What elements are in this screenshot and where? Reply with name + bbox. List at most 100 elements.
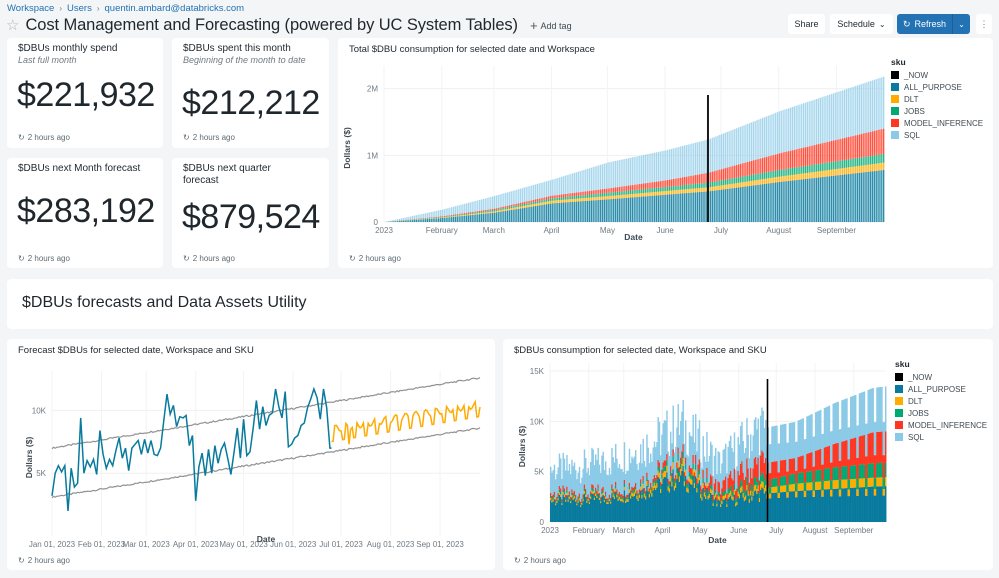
bar-sql xyxy=(827,95,829,142)
legend-item-now[interactable]: _NOW xyxy=(895,371,987,383)
bar-jobs xyxy=(725,489,727,494)
bar-dlt xyxy=(683,481,686,487)
breadcrumb-users[interactable]: Users xyxy=(67,3,92,14)
bar-dlt xyxy=(667,486,669,491)
bar-jobs xyxy=(718,493,721,497)
legend-item-model-inference[interactable]: MODEL_INFERENCE xyxy=(895,419,987,431)
legend-item-sql[interactable]: SQL xyxy=(891,129,983,141)
bar-sql xyxy=(592,449,594,486)
bar-model-inference xyxy=(866,456,868,479)
last-updated: ↻ 2 hours ago xyxy=(349,254,401,263)
bar-sql xyxy=(760,415,762,456)
legend-item-dlt[interactable]: DLT xyxy=(895,395,987,407)
bar-all-purpose xyxy=(757,490,759,522)
bar-jobs xyxy=(570,499,572,502)
bar-dlt xyxy=(633,492,636,496)
bar-dlt xyxy=(765,485,767,492)
counter-subtitle: Last full month xyxy=(18,55,77,65)
bar-all-purpose xyxy=(393,221,395,222)
bar-jobs xyxy=(640,189,643,194)
add-tag-button[interactable]: + Add tag xyxy=(530,18,572,33)
bar-sql xyxy=(588,475,591,498)
legend-item-all-purpose[interactable]: ALL_PURPOSE xyxy=(895,383,987,395)
bar-sql xyxy=(840,429,842,461)
bar-jobs xyxy=(788,474,791,485)
bar-sql xyxy=(806,102,809,147)
bar-jobs xyxy=(661,187,663,192)
legend-item-all-purpose[interactable]: ALL_PURPOSE xyxy=(891,81,983,93)
bar-model-inference xyxy=(668,481,671,486)
bar-all-purpose xyxy=(655,489,657,522)
bar-jobs xyxy=(558,489,561,493)
bar-dlt xyxy=(447,216,449,218)
star-icon[interactable]: ☆ xyxy=(6,17,20,34)
bar-model-inference xyxy=(815,450,817,471)
x-axis-label: Date xyxy=(257,534,276,544)
bar-jobs xyxy=(693,479,696,484)
bar-jobs xyxy=(885,462,887,478)
bar-model-inference xyxy=(639,184,641,190)
bar-sql xyxy=(652,447,654,479)
bar-model-inference xyxy=(773,154,775,171)
legend-swatch xyxy=(895,385,903,393)
bar-dlt xyxy=(717,495,719,500)
bar-sql xyxy=(694,142,697,175)
breadcrumb-workspace[interactable]: Workspace xyxy=(7,3,55,14)
x-tick-label: February xyxy=(573,526,605,535)
legend-item-model-inference[interactable]: MODEL_INFERENCE xyxy=(891,117,983,129)
bar-dlt xyxy=(631,193,633,198)
bar-dlt xyxy=(758,179,760,185)
bar-jobs xyxy=(582,497,584,500)
bar-all-purpose xyxy=(876,486,878,522)
bar-sql xyxy=(702,140,704,174)
bar-sql xyxy=(680,146,682,178)
counter-value: $283,192 xyxy=(17,192,155,230)
bar-model-inference xyxy=(868,132,870,157)
bar-sql xyxy=(695,414,697,455)
bar-dlt xyxy=(711,490,713,495)
legend-item-now[interactable]: _NOW xyxy=(891,69,983,81)
bar-sql xyxy=(846,398,848,441)
bar-dlt xyxy=(603,500,606,502)
bar-all-purpose xyxy=(820,489,822,522)
legend-item-dlt[interactable]: DLT xyxy=(891,93,983,105)
bar-jobs xyxy=(825,468,827,482)
bar-jobs xyxy=(758,173,760,180)
bar-jobs xyxy=(703,489,706,493)
breadcrumb-user[interactable]: quentin.ambard@databricks.com xyxy=(104,3,245,14)
bar-jobs xyxy=(626,497,628,500)
bar-sql xyxy=(682,399,684,445)
legend-item-jobs[interactable]: JOBS xyxy=(891,105,983,117)
refresh-button[interactable]: ↻ Refresh xyxy=(897,14,952,34)
bar-sql xyxy=(813,436,816,467)
bar-dlt xyxy=(601,494,603,497)
bar-jobs xyxy=(785,475,787,486)
bar-dlt xyxy=(851,479,853,488)
bar-model-inference xyxy=(681,451,683,459)
bar-jobs xyxy=(567,497,569,500)
bar-jobs xyxy=(586,499,588,502)
bar-sql xyxy=(437,210,440,217)
bar-all-purpose xyxy=(652,490,654,522)
bar-dlt xyxy=(733,489,736,495)
bar-sql xyxy=(723,448,726,480)
bar-all-purpose xyxy=(426,219,429,222)
refresh-dropdown-button[interactable]: ⌄ xyxy=(952,14,970,34)
bar-model-inference xyxy=(671,473,673,478)
bar-sql xyxy=(871,80,874,132)
legend-item-jobs[interactable]: JOBS xyxy=(895,407,987,419)
bar-model-inference xyxy=(676,178,678,186)
forecast-card: Forecast $DBUs for selected date, Worksp… xyxy=(7,339,495,570)
bar-model-inference xyxy=(452,214,455,216)
more-options-button[interactable]: ⋮ xyxy=(976,14,992,34)
bar-model-inference xyxy=(650,182,652,189)
bar-model-inference xyxy=(641,489,643,493)
bar-dlt xyxy=(519,206,522,209)
share-button[interactable]: Share xyxy=(788,14,825,34)
bar-all-purpose xyxy=(799,179,801,222)
legend-title: sku xyxy=(895,359,910,369)
legend-item-sql[interactable]: SQL xyxy=(895,431,987,443)
bar-all-purpose xyxy=(612,496,614,522)
bar-model-inference xyxy=(629,185,632,191)
schedule-button[interactable]: Schedule ⌄ xyxy=(830,14,893,34)
